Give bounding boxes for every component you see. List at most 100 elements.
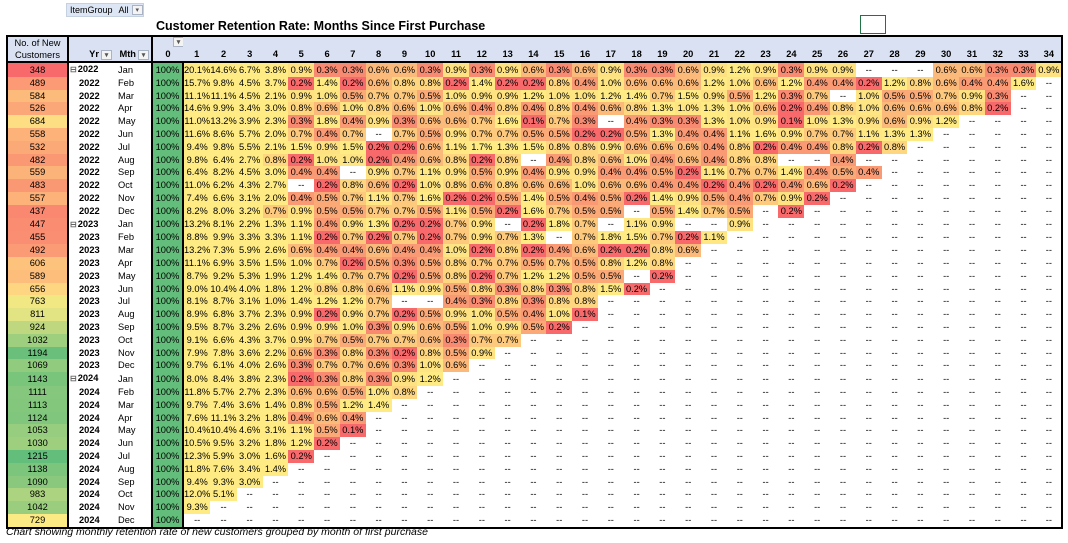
retention-cell: 0.8% xyxy=(288,398,315,412)
retention-cell: -- xyxy=(659,360,666,371)
retention-cell: 0.2% xyxy=(623,282,650,296)
year-cell: 2023 xyxy=(67,282,114,296)
retention-cell: 0.2% xyxy=(830,179,856,192)
new-customers-cell: 1143 xyxy=(6,372,69,386)
header-month-label: 13 xyxy=(502,49,513,60)
retention-cell: -- xyxy=(375,450,382,461)
retention-cell: 3.7% xyxy=(236,308,263,321)
table-row: 455 2023 Feb 100% 8.8% 9.9% 3.3% 3.3% 1.1% 0.2% 0.… xyxy=(6,231,1064,245)
retention-cell: -- xyxy=(968,463,976,474)
retention-cell: 2.6% xyxy=(262,359,289,373)
retention-cell: 1.0% xyxy=(726,115,753,128)
retention-cell: 0.9% xyxy=(494,166,521,180)
retention-cell: -- xyxy=(349,476,356,487)
retention-cell: -- xyxy=(762,321,769,332)
retention-cell: -- xyxy=(607,412,614,423)
filter-dropdown-icon[interactable]: ▾ xyxy=(131,5,143,15)
collapse-icon[interactable]: ⊟ xyxy=(70,219,77,229)
retention-cell: -- xyxy=(1020,476,1027,487)
retention-cell: -- xyxy=(814,489,821,500)
retention-cell: -- xyxy=(968,373,976,384)
year-cell: 2024 xyxy=(67,475,114,489)
header-mth[interactable]: Mth ▾ xyxy=(114,35,153,63)
header-yr[interactable]: Yr ▾ xyxy=(67,35,114,63)
retention-cell: 1.6% xyxy=(262,449,289,463)
retention-cell: -- xyxy=(607,116,614,127)
retention-cell: -- xyxy=(375,438,382,449)
retention-cell: -- xyxy=(814,257,821,268)
retention-cell: -- xyxy=(736,334,743,345)
collapse-icon[interactable]: ⊟ xyxy=(70,374,77,384)
retention-cell: -- xyxy=(830,513,856,529)
retention-cell: -- xyxy=(736,463,743,474)
itemgroup-filter[interactable]: ItemGroup All ▾ xyxy=(66,3,144,17)
header-month-32: 32 xyxy=(984,35,1011,63)
retention-cell: -- xyxy=(762,219,769,230)
retention-cell: -- xyxy=(839,270,847,281)
retention-cell: -- xyxy=(968,334,976,345)
new-customers-cell: 455 xyxy=(6,231,69,245)
retention-cell: -- xyxy=(814,334,821,345)
retention-cell: -- xyxy=(504,463,511,474)
retention-cell: 0.5% xyxy=(443,282,469,296)
selected-cell[interactable] xyxy=(860,15,886,34)
header-month-label: 7 xyxy=(350,49,356,60)
retention-cell: -- xyxy=(685,321,692,332)
retention-cell: 0.9% xyxy=(855,115,882,128)
retention-cell: -- xyxy=(659,450,666,461)
year-cell[interactable]: ⊟2023 xyxy=(67,217,114,232)
retention-cell: 3.1% xyxy=(236,295,263,309)
retention-cell: 0.8% xyxy=(468,282,495,296)
retention-cell: 0.7% xyxy=(494,269,521,283)
retention-cell: -- xyxy=(865,180,872,191)
retention-cell: 0.4% xyxy=(804,102,831,116)
retention-cell: 0.5% xyxy=(520,256,547,270)
retention-cell: -- xyxy=(1020,245,1027,256)
retention-cell: 2.7% xyxy=(262,179,289,192)
retention-cell: -- xyxy=(427,296,434,307)
retention-cell: 0.4% xyxy=(546,244,573,257)
retention-cell: -- xyxy=(1036,462,1064,476)
retention-cell: 0.6% xyxy=(752,76,779,90)
header-month-14: 14 xyxy=(520,35,547,63)
retention-cell: -- xyxy=(788,425,795,436)
retention-cell: 8.1% xyxy=(210,217,237,232)
retention-cell: 0.3% xyxy=(572,115,598,128)
retention-cell: -- xyxy=(710,347,718,358)
retention-cell: -- xyxy=(994,399,1001,410)
mth-filter-icon[interactable]: ▾ xyxy=(138,49,149,60)
retention-cell: 0.3% xyxy=(468,295,495,309)
month-0-cell: 100% xyxy=(151,231,184,245)
retention-cell: -- xyxy=(814,154,821,165)
retention-cell: -- xyxy=(323,450,331,461)
retention-cell: -- xyxy=(452,502,460,513)
retention-cell: 0.1% xyxy=(572,308,598,321)
new-customers-cell: 1090 xyxy=(6,475,69,489)
retention-cell: -- xyxy=(427,489,434,500)
retention-cell: -- xyxy=(943,192,950,203)
retention-cell: -- xyxy=(607,386,614,397)
retention-cell: -- xyxy=(349,450,356,461)
retention-cell: -- xyxy=(762,309,769,320)
retention-cell: -- xyxy=(427,463,434,474)
retention-cell: -- xyxy=(891,334,898,345)
yr-filter-icon[interactable]: ▾ xyxy=(101,49,112,60)
retention-cell: 0.7% xyxy=(804,127,831,141)
header-month-label: 0 xyxy=(165,49,171,60)
retention-cell: 0.3% xyxy=(314,346,340,360)
retention-cell: -- xyxy=(1036,127,1064,141)
year-label: 2024 xyxy=(79,463,100,474)
retention-cell: -- xyxy=(685,425,692,436)
collapse-icon[interactable]: ⊟ xyxy=(70,65,77,74)
filter-label: ItemGroup xyxy=(70,5,113,15)
retention-cell: 0.7% xyxy=(365,204,392,218)
year-cell: 2023 xyxy=(67,333,114,347)
year-cell[interactable]: ⊟2022 xyxy=(67,62,114,77)
month-0-cell: 100% xyxy=(151,295,184,309)
retention-cell: -- xyxy=(452,399,460,410)
year-cell[interactable]: ⊟2024 xyxy=(67,372,114,386)
months-filter-icon[interactable]: ▾ xyxy=(173,38,183,47)
retention-cell: -- xyxy=(701,513,727,529)
header-month-11: 11 xyxy=(443,35,469,63)
new-customers-cell: 492 xyxy=(6,244,69,257)
